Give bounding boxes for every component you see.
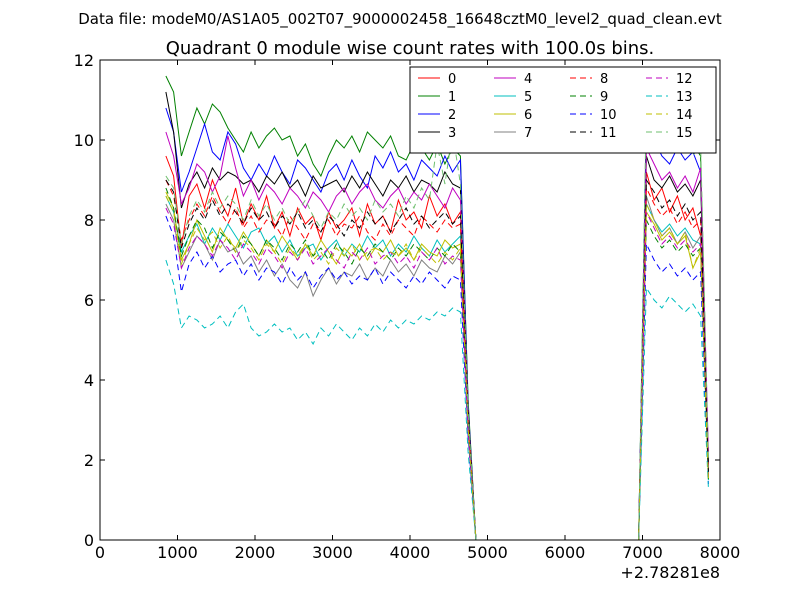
x-tick-label: 0 xyxy=(95,543,105,562)
y-tick-label: 2 xyxy=(84,451,94,470)
legend-label-9: 9 xyxy=(600,90,608,105)
x-tick-label: 6000 xyxy=(545,543,586,562)
x-axis: 0 1000 2000 3000 4000 5000 6000 7000 8000 xyxy=(95,60,740,562)
legend-label-3: 3 xyxy=(448,126,456,141)
y-tick-label: 6 xyxy=(84,291,94,310)
legend-label-14: 14 xyxy=(676,108,693,123)
legend-label-12: 12 xyxy=(676,72,693,87)
legend-label-7: 7 xyxy=(524,126,532,141)
legend-label-0: 0 xyxy=(448,72,456,87)
y-tick-label: 12 xyxy=(74,51,94,70)
chart-title: Quadrant 0 module wise count rates with … xyxy=(166,38,655,59)
y-tick-label: 4 xyxy=(84,371,94,390)
legend-label-1: 1 xyxy=(448,90,456,105)
x-tick-label: 2000 xyxy=(235,543,276,562)
chart-suptitle: Data file: modeM0/AS1A05_002T07_90000024… xyxy=(78,10,722,29)
legend-label-2: 2 xyxy=(448,108,456,123)
legend-label-13: 13 xyxy=(676,90,693,105)
legend-box xyxy=(409,66,717,154)
legend-label-4: 4 xyxy=(524,72,532,87)
y-tick-label: 8 xyxy=(84,211,94,230)
legend-label-5: 5 xyxy=(524,90,532,105)
x-tick-label: 4000 xyxy=(390,543,431,562)
x-tick-label: 7000 xyxy=(622,543,663,562)
legend-label-6: 6 xyxy=(524,108,532,123)
legend-label-8: 8 xyxy=(600,72,608,87)
legend-label-11: 11 xyxy=(600,126,617,141)
y-tick-label: 0 xyxy=(84,531,94,550)
x-tick-label: 8000 xyxy=(700,543,741,562)
x-tick-label: 3000 xyxy=(312,543,353,562)
legend-label-15: 15 xyxy=(676,126,693,141)
y-tick-label: 10 xyxy=(74,131,94,150)
x-tick-label: 5000 xyxy=(467,543,508,562)
x-offset-label: +2.78281e8 xyxy=(620,563,720,582)
legend-label-10: 10 xyxy=(600,108,617,123)
series-line-11 xyxy=(165,178,709,541)
x-tick-label: 1000 xyxy=(157,543,198,562)
